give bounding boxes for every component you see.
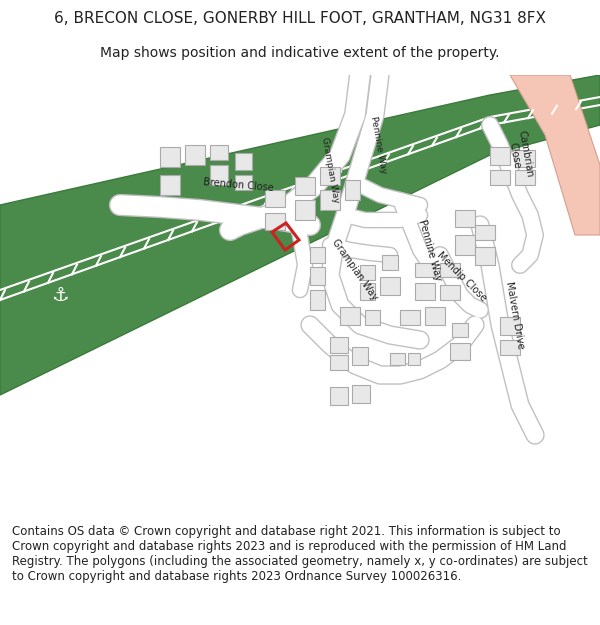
Polygon shape xyxy=(455,210,475,227)
Text: Contains OS data © Crown copyright and database right 2021. This information is : Contains OS data © Crown copyright and d… xyxy=(12,525,588,583)
Polygon shape xyxy=(310,290,325,310)
Polygon shape xyxy=(360,283,375,300)
Polygon shape xyxy=(490,170,510,185)
Text: Map shows position and indicative extent of the property.: Map shows position and indicative extent… xyxy=(100,46,500,59)
Text: Pennine Way: Pennine Way xyxy=(368,116,388,174)
Text: Grampian Way: Grampian Way xyxy=(330,238,380,302)
Text: 6, BRECON CLOSE, GONERBY HILL FOOT, GRANTHAM, NG31 8FX: 6, BRECON CLOSE, GONERBY HILL FOOT, GRAN… xyxy=(54,11,546,26)
Polygon shape xyxy=(210,145,228,160)
Polygon shape xyxy=(440,263,460,277)
Polygon shape xyxy=(330,387,348,405)
Polygon shape xyxy=(310,267,325,285)
Polygon shape xyxy=(440,285,460,300)
Polygon shape xyxy=(265,213,285,230)
Polygon shape xyxy=(380,277,400,295)
Polygon shape xyxy=(500,317,520,335)
Polygon shape xyxy=(408,353,420,365)
Polygon shape xyxy=(510,75,600,235)
Polygon shape xyxy=(490,147,510,165)
Polygon shape xyxy=(330,355,348,370)
Polygon shape xyxy=(185,145,205,165)
Polygon shape xyxy=(310,247,325,263)
Polygon shape xyxy=(235,153,252,170)
Polygon shape xyxy=(452,323,468,337)
Polygon shape xyxy=(340,307,360,325)
Text: Brendon Close: Brendon Close xyxy=(202,177,274,193)
Polygon shape xyxy=(0,75,600,395)
Polygon shape xyxy=(455,235,475,255)
Text: Mendip Close: Mendip Close xyxy=(436,250,488,304)
Text: ⚓: ⚓ xyxy=(51,286,69,304)
Polygon shape xyxy=(320,167,340,185)
Polygon shape xyxy=(320,190,340,210)
Polygon shape xyxy=(360,265,375,280)
Polygon shape xyxy=(160,147,180,167)
Polygon shape xyxy=(515,170,535,185)
Polygon shape xyxy=(500,340,520,355)
Polygon shape xyxy=(210,165,228,185)
Polygon shape xyxy=(295,200,315,220)
Polygon shape xyxy=(160,175,180,195)
Polygon shape xyxy=(330,337,348,353)
Text: Grampian Way: Grampian Way xyxy=(320,136,340,204)
Text: Malvern Drive: Malvern Drive xyxy=(504,281,526,349)
Polygon shape xyxy=(415,283,435,300)
Polygon shape xyxy=(295,177,315,195)
Polygon shape xyxy=(475,225,495,240)
Polygon shape xyxy=(345,180,360,200)
Polygon shape xyxy=(475,247,495,265)
Text: Pennine Way: Pennine Way xyxy=(417,218,443,282)
Polygon shape xyxy=(515,150,535,167)
Polygon shape xyxy=(382,255,398,270)
Polygon shape xyxy=(400,310,420,325)
Polygon shape xyxy=(450,343,470,360)
Polygon shape xyxy=(415,263,435,277)
Polygon shape xyxy=(265,190,285,207)
Polygon shape xyxy=(365,310,380,325)
Polygon shape xyxy=(352,347,368,365)
Polygon shape xyxy=(352,385,370,403)
Polygon shape xyxy=(425,307,445,325)
Polygon shape xyxy=(235,175,252,190)
Text: Cambrian
Close: Cambrian Close xyxy=(505,130,535,180)
Polygon shape xyxy=(390,353,405,365)
